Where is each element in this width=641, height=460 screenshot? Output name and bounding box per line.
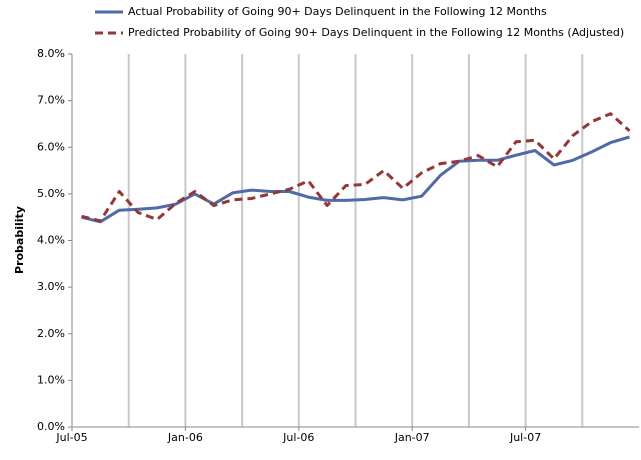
y-tick-label: 6.0% [37,140,65,153]
y-tick-label: 5.0% [37,187,65,200]
series-line [81,112,631,223]
legend-label: Actual Probability of Going 90+ Days Del… [128,5,547,18]
y-tick-label: 4.0% [37,234,65,247]
y-tick-label: 1.0% [37,373,65,386]
legend-label: Predicted Probability of Going 90+ Days … [128,26,624,39]
y-tick-label: 2.0% [37,327,65,340]
x-tick-label: Jul-06 [282,431,314,444]
y-tick-label: 3.0% [37,280,65,293]
y-axis-title: Probability [13,206,26,274]
y-tick-label: 0.0% [37,420,65,433]
x-tick-label: Jul-05 [55,431,87,444]
x-tick-label: Jan-06 [167,431,203,444]
y-tick-label: 7.0% [37,94,65,107]
y-tick-label: 8.0% [37,47,65,60]
x-tick-label: Jan-07 [394,431,430,444]
x-tick-label: Jul-07 [509,431,541,444]
